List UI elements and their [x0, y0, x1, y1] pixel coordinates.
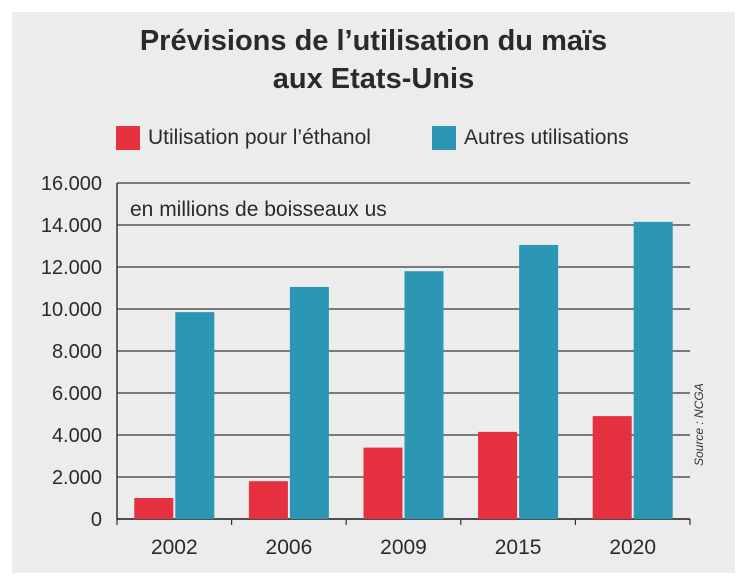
x-tick-label: 2006 [266, 536, 313, 559]
legend-label-other: Autres utilisations [464, 126, 629, 149]
chart-legend: Utilisation pour l’éthanol Autres utilis… [0, 126, 747, 156]
bar-other [404, 271, 444, 519]
y-tick-label: 14.000 [41, 215, 102, 237]
y-tick-label: 12.000 [41, 257, 102, 279]
x-tick-label: 2009 [380, 536, 427, 559]
legend-swatch-other [432, 126, 456, 150]
y-tick-label: 2.000 [52, 467, 102, 489]
y-tick-label: 4.000 [52, 425, 102, 447]
chart-title: Prévisions de l’utilisation du maïs aux … [0, 22, 747, 98]
legend-item-ethanol: Utilisation pour l’éthanol [116, 126, 371, 150]
x-tick-label: 2015 [495, 536, 542, 559]
legend-label-ethanol: Utilisation pour l’éthanol [148, 126, 371, 149]
y-tick-label: 6.000 [52, 383, 102, 405]
bar-ethanol [248, 481, 288, 519]
bar-ethanol [134, 498, 174, 519]
legend-swatch-ethanol [116, 126, 140, 150]
y-tick-label: 8.000 [52, 341, 102, 363]
y-tick-label: 0 [91, 509, 102, 531]
bar-ethanol [478, 431, 518, 519]
x-tick-label: 2002 [151, 536, 198, 559]
bar-other [289, 286, 329, 519]
bar-ethanol [592, 416, 632, 519]
chart-source: Source : NCGA [692, 383, 706, 466]
legend-item-other: Autres utilisations [432, 126, 629, 150]
chart-title-line-1: Prévisions de l’utilisation du maïs [139, 25, 608, 57]
bar-other [175, 312, 215, 519]
chart-title-line-2: aux Etats-Unis [272, 63, 475, 95]
bar-other [519, 244, 559, 519]
bar-other [633, 221, 673, 519]
bar-ethanol [363, 447, 403, 519]
x-tick-label: 2020 [609, 536, 656, 559]
y-tick-label: 10.000 [41, 299, 102, 321]
chart-annotation: en millions de boisseaux us [130, 198, 387, 221]
y-tick-label: 16.000 [41, 173, 102, 195]
